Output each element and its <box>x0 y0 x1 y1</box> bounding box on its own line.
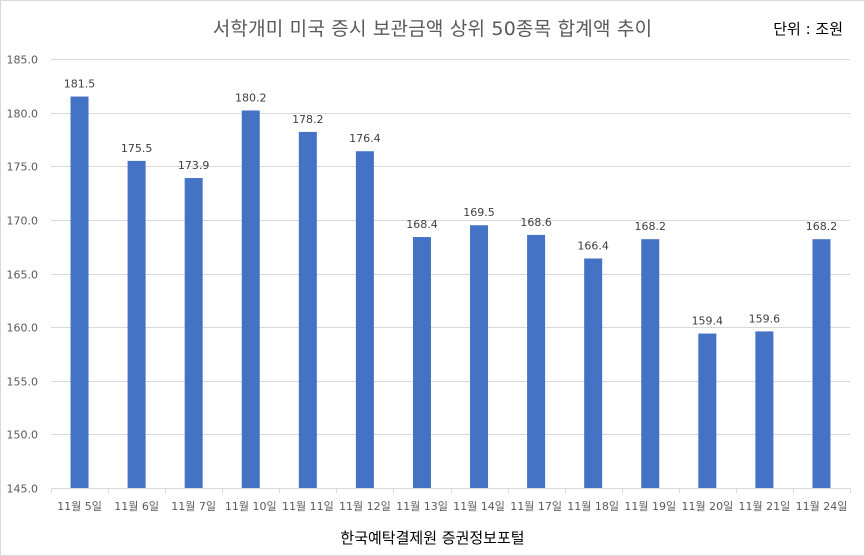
x-category-label: 11월 14일 <box>453 499 505 513</box>
y-tick-label: 185.0 <box>7 54 39 67</box>
bar <box>812 239 831 488</box>
x-category-label: 11월 20일 <box>681 499 733 513</box>
x-category-label: 11월 5일 <box>57 499 102 513</box>
bar <box>241 110 260 488</box>
bar <box>412 237 431 488</box>
bar <box>355 151 374 489</box>
bar <box>641 239 660 488</box>
x-category-label: 11월 12일 <box>339 499 391 513</box>
x-category-label: 11월 24일 <box>796 499 848 513</box>
x-category-label: 11월 10일 <box>225 499 277 513</box>
y-tick-label: 170.0 <box>7 215 39 228</box>
unit-label: 단위 : 조원 <box>773 20 843 38</box>
bar <box>470 225 489 489</box>
data-label: 168.6 <box>520 216 552 229</box>
x-category-label: 11월 19일 <box>624 499 676 513</box>
y-tick-label: 150.0 <box>7 429 39 442</box>
x-category-label: 11월 18일 <box>567 499 619 513</box>
data-label: 181.5 <box>64 78 96 91</box>
y-tick-label: 175.0 <box>7 161 39 174</box>
y-tick-label: 160.0 <box>7 322 39 335</box>
bar <box>755 331 774 488</box>
bar <box>584 258 603 488</box>
y-tick-label: 180.0 <box>7 108 39 121</box>
bar <box>184 178 203 489</box>
bar <box>698 333 717 488</box>
data-label: 176.4 <box>349 132 381 145</box>
source-label: 한국예탁결제원 증권정보포털 <box>340 529 525 547</box>
y-tick-label: 155.0 <box>7 376 39 389</box>
data-label: 159.6 <box>749 312 781 325</box>
x-category-label: 11월 17일 <box>510 499 562 513</box>
x-category-label: 11월 6일 <box>114 499 159 513</box>
data-label: 159.4 <box>692 315 724 328</box>
data-label: 168.4 <box>406 218 438 231</box>
chart-title: 서학개미 미국 증시 보관금액 상위 50종목 합계액 추이 <box>212 18 653 40</box>
bar <box>527 234 546 488</box>
bar <box>127 160 146 488</box>
bar <box>298 131 317 488</box>
x-category-label: 11월 21일 <box>739 499 791 513</box>
data-label: 175.5 <box>121 142 153 155</box>
data-label: 173.9 <box>178 159 210 172</box>
y-tick-label: 165.0 <box>7 269 39 282</box>
data-label: 169.5 <box>463 206 495 219</box>
data-label: 178.2 <box>292 113 324 126</box>
data-label: 168.2 <box>635 220 667 233</box>
data-label: 168.2 <box>806 220 838 233</box>
x-category-label: 11월 13일 <box>396 499 448 513</box>
data-label: 180.2 <box>235 91 267 104</box>
bar <box>70 96 89 488</box>
y-tick-label: 145.0 <box>7 483 39 496</box>
data-label: 166.4 <box>577 239 609 252</box>
x-category-label: 11월 7일 <box>171 499 216 513</box>
x-category-label: 11월 11일 <box>282 499 334 513</box>
